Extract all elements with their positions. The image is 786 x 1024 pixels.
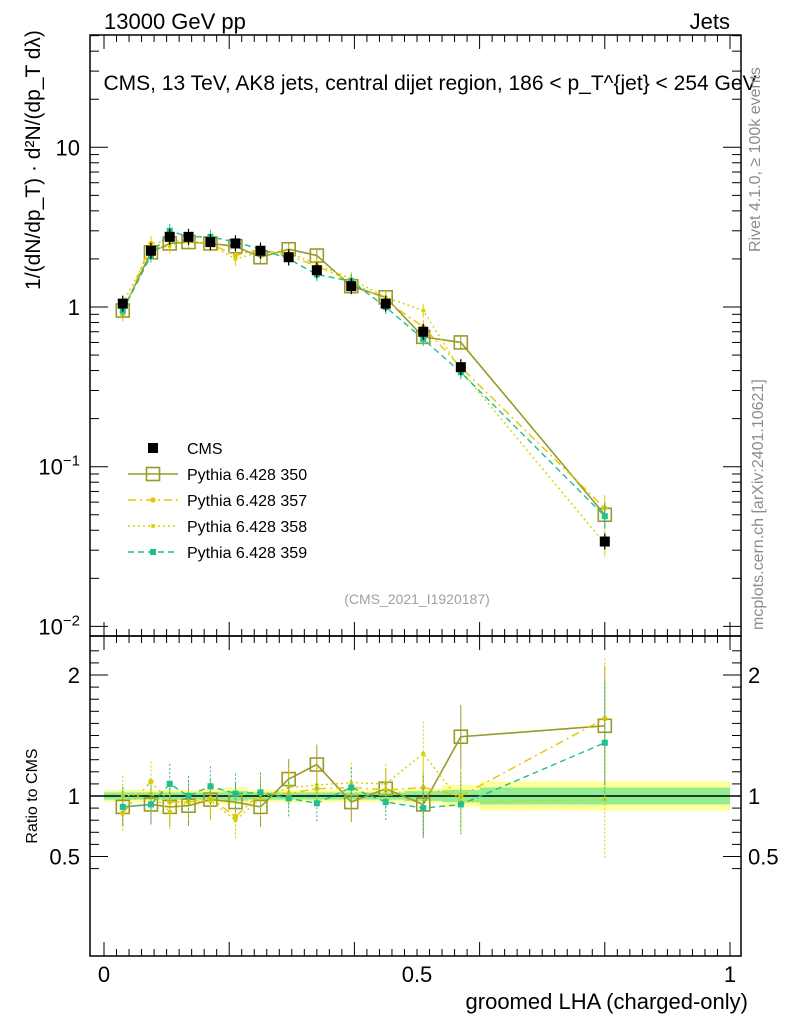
main-point-data	[145, 245, 156, 256]
main-point-data	[380, 298, 391, 309]
ratio-point-p359	[257, 789, 264, 796]
ratio-point-p357	[167, 799, 173, 805]
legend-label-p359: Pythia 6.428 359	[187, 545, 307, 562]
x-tick-label: 0	[98, 962, 110, 987]
ratio-point-p358	[167, 809, 172, 814]
axis-ticks: 0 0.5 1 10−2 10−1 1 10 0.5 0.5 1 1 2 2	[38, 35, 779, 987]
energy-label: 13000 GeV pp	[104, 9, 246, 34]
main-point-data	[599, 536, 610, 547]
ratio-point-p357	[420, 784, 426, 791]
main-point-p358	[233, 256, 238, 261]
main-point-data	[230, 238, 241, 249]
main-point-data	[418, 326, 429, 337]
legend-label-p358: Pythia 6.428 358	[187, 519, 307, 536]
ratio-y-tick-label: 2	[68, 663, 80, 688]
main-point-data	[346, 281, 357, 292]
y-tick-label: 10	[56, 135, 80, 160]
legend-label-p350: Pythia 6.428 350	[187, 467, 307, 484]
ratio-point-p359	[348, 784, 355, 791]
main-series	[115, 223, 613, 557]
ratio-point-p358	[421, 751, 426, 756]
ratio-point-p358	[233, 818, 238, 823]
ratio-series	[115, 658, 613, 860]
ratio-point-p358	[208, 798, 213, 803]
ratio-point-p357	[602, 715, 608, 722]
main-point-data	[255, 245, 266, 256]
legend-marker-data	[148, 443, 158, 453]
main-point-p350	[453, 335, 469, 350]
ratio-point-p359	[457, 801, 464, 808]
main-line-p359	[122, 229, 606, 517]
ratio-point-p359	[313, 800, 320, 807]
legend-marker-p359	[150, 549, 156, 555]
ratio-point-p359	[166, 780, 173, 787]
legend-label-data: CMS	[187, 441, 223, 458]
main-point-p358	[421, 308, 426, 313]
ratio-point-p358	[258, 796, 263, 801]
ratio-point-p359	[147, 801, 154, 808]
ratio-point-p357	[383, 787, 389, 793]
x-tick-label: 1	[724, 962, 736, 987]
legend-marker-p357	[150, 497, 156, 503]
main-point-p358	[167, 244, 172, 249]
analysis-id: (CMS_2021_I1920187)	[344, 591, 490, 607]
ratio-point-p359	[232, 790, 239, 797]
plot-title: CMS, 13 TeV, AK8 jets, central dijet reg…	[103, 72, 756, 95]
ratio-y-tick-label: 0.5	[748, 845, 779, 870]
legend-label-p357: Pythia 6.428 357	[187, 493, 307, 510]
main-point-data	[164, 231, 175, 242]
ratio-point-p359	[119, 803, 126, 810]
legend-marker-p358	[151, 524, 155, 528]
legend-marker-p350	[145, 466, 161, 482]
main-point-data	[117, 298, 128, 309]
ratio-point-p359	[601, 739, 608, 746]
ratio-point-p359	[185, 793, 192, 799]
y-tick-label: 10−1	[38, 453, 80, 480]
main-point-p359	[601, 513, 608, 520]
ratio-point-p358	[186, 800, 191, 805]
category-label: Jets	[690, 9, 730, 34]
ratio-y-tick-label: 1	[748, 784, 760, 809]
ratio-point-p359	[382, 799, 389, 806]
rivet-version-label: Rivet 4.1.0, ≥ 100k events	[747, 67, 764, 252]
mcplots-label: mcplots.cern.ch [arXiv:2401.10621]	[750, 379, 767, 630]
ratio-point-p357	[286, 790, 292, 797]
ratio-point-p358	[349, 780, 354, 785]
y-tick-label: 1	[68, 295, 80, 320]
main-y-axis-label: 1/(dN/dp_T) · d²N/(dp_T dλ)	[22, 30, 45, 290]
main-point-data	[311, 265, 322, 276]
ratio-point-p350	[453, 729, 469, 745]
ratio-point-p357	[148, 778, 154, 785]
legend: CMS Pythia 6.428 350 Pythia 6.428 357 Pythi…	[128, 441, 307, 562]
ratio-y-tick-label: 2	[748, 663, 760, 688]
main-point-data	[183, 231, 194, 242]
ratio-y-axis-label: Ratio to CMS	[24, 748, 41, 843]
main-line-p358	[122, 240, 606, 545]
ratio-point-p359	[207, 783, 214, 790]
main-point-data	[455, 362, 466, 373]
ratio-y-tick-label: 0.5	[49, 845, 80, 870]
ratio-y-tick-label: 1	[68, 784, 80, 809]
ratio-point-p359	[420, 805, 427, 812]
x-tick-label: 0.5	[402, 962, 433, 987]
y-tick-label: 10−2	[38, 612, 80, 639]
ratio-point-p359	[285, 795, 292, 802]
main-point-data	[283, 252, 294, 263]
main-point-data	[205, 237, 216, 248]
x-axis-label: groomed LHA (charged-only)	[466, 989, 748, 1014]
ratio-line-p357	[122, 717, 606, 818]
